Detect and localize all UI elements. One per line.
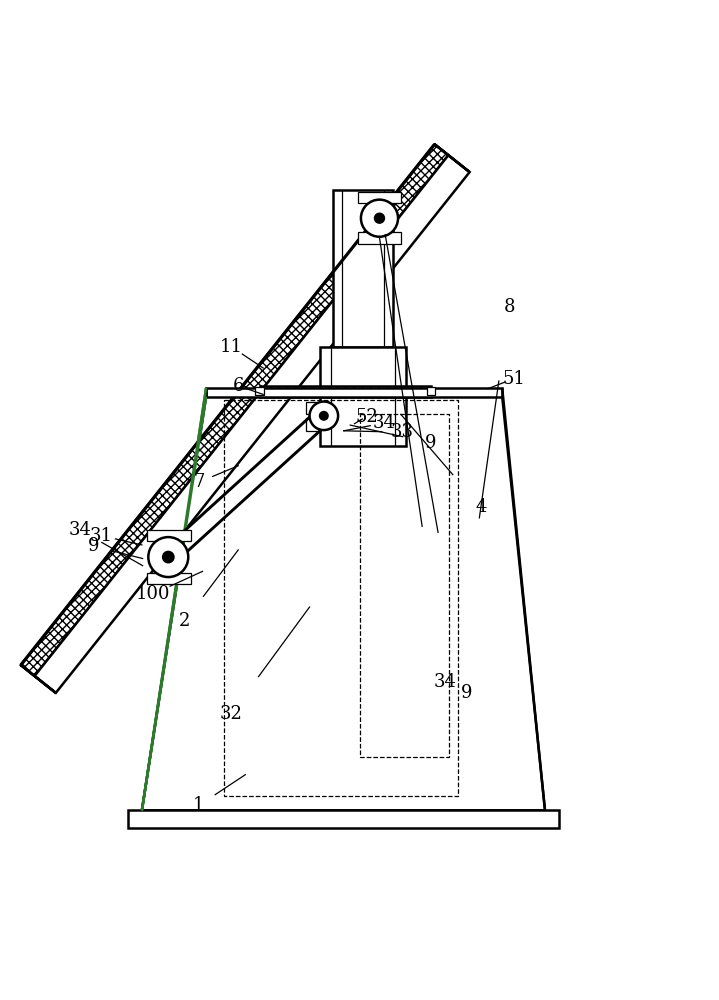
Text: 2: 2 <box>179 612 191 630</box>
Text: 100: 100 <box>135 585 170 603</box>
Polygon shape <box>320 347 406 446</box>
Polygon shape <box>35 155 470 693</box>
Text: 52: 52 <box>355 408 378 426</box>
Circle shape <box>319 412 328 420</box>
Text: 7: 7 <box>193 473 205 491</box>
Bar <box>426 387 435 395</box>
Polygon shape <box>333 190 393 347</box>
Polygon shape <box>21 665 56 693</box>
Text: 34: 34 <box>68 521 91 539</box>
Text: 34: 34 <box>373 414 396 432</box>
Polygon shape <box>142 397 545 810</box>
Polygon shape <box>128 810 559 828</box>
Text: 34: 34 <box>434 673 457 691</box>
Text: 4: 4 <box>475 498 487 516</box>
Text: 51: 51 <box>502 370 525 388</box>
Circle shape <box>148 537 188 577</box>
Text: 9: 9 <box>461 684 472 702</box>
Circle shape <box>375 213 385 223</box>
Text: 1: 1 <box>193 796 205 814</box>
Bar <box>147 530 191 541</box>
Text: 9: 9 <box>88 537 100 555</box>
Polygon shape <box>260 386 431 397</box>
Text: 31: 31 <box>90 527 113 545</box>
Text: 32: 32 <box>219 705 242 723</box>
Polygon shape <box>142 388 206 810</box>
Polygon shape <box>434 144 470 172</box>
Text: 9: 9 <box>425 434 436 452</box>
Polygon shape <box>206 388 502 397</box>
Bar <box>358 232 401 244</box>
Bar <box>255 387 264 395</box>
Text: 6: 6 <box>232 377 244 395</box>
Circle shape <box>310 402 338 430</box>
Text: 33: 33 <box>391 423 414 441</box>
Circle shape <box>361 200 398 237</box>
Circle shape <box>162 551 174 563</box>
Bar <box>358 192 401 203</box>
Bar <box>147 573 191 584</box>
Text: 11: 11 <box>219 338 242 356</box>
Bar <box>306 418 320 431</box>
Polygon shape <box>21 144 449 676</box>
Text: 8: 8 <box>503 298 515 316</box>
Bar <box>306 402 320 414</box>
